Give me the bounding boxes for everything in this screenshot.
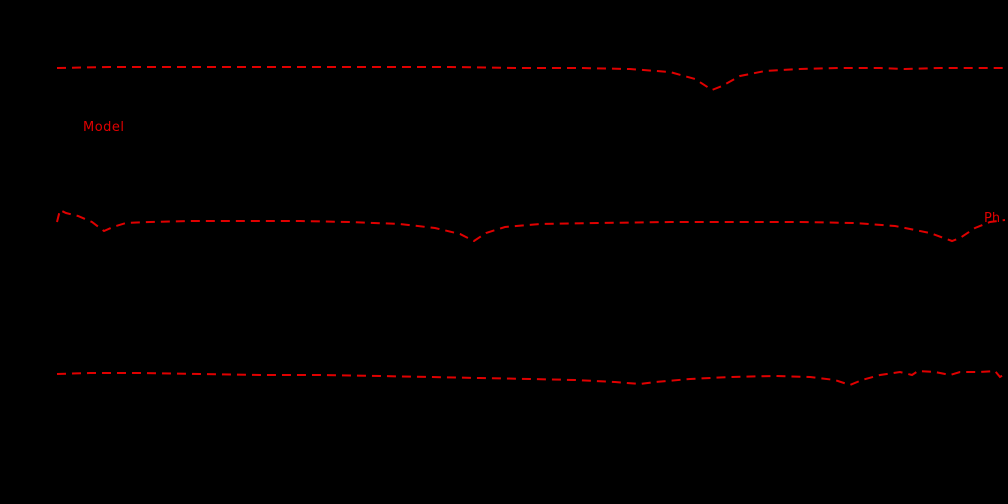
series-trace-bottom xyxy=(56,369,1006,387)
series-trace-middle xyxy=(56,208,1006,243)
legend-model-label: Model xyxy=(83,120,125,135)
series-group xyxy=(56,66,1006,387)
clipped-edge-label: Ph xyxy=(984,212,1001,225)
series-trace-top xyxy=(56,66,1005,92)
